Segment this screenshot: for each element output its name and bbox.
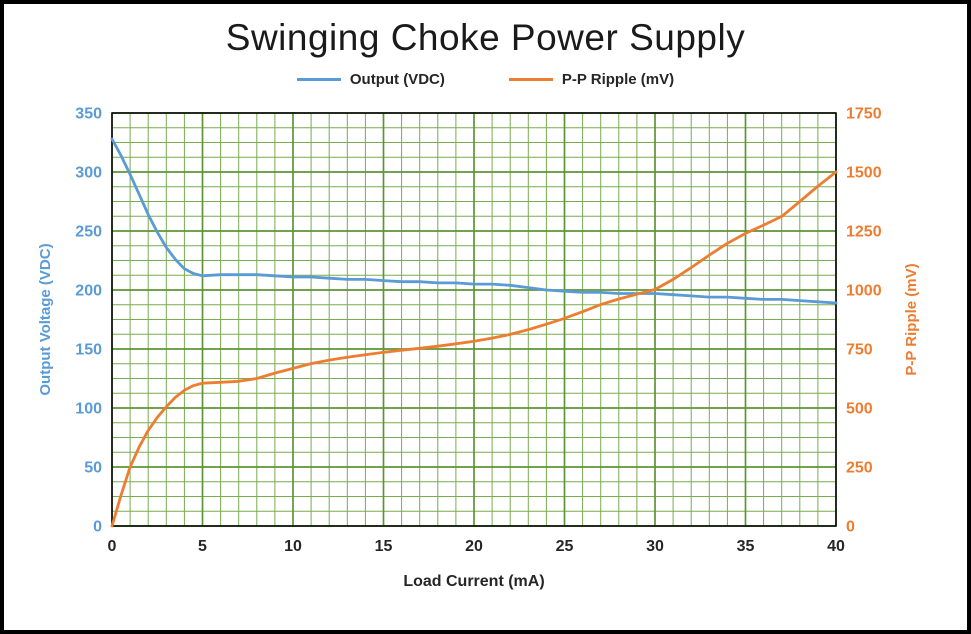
legend-line-ripple-swatch: [508, 77, 553, 81]
svg-text:20: 20: [465, 538, 483, 555]
legend-line-output-swatch: [296, 77, 341, 81]
plot-area: 0501001502002503003500250500750100012501…: [37, 106, 920, 591]
svg-text:0: 0: [93, 519, 102, 536]
svg-text:15: 15: [375, 538, 393, 555]
left-axis-title: Output Voltage (VDC): [37, 243, 54, 395]
svg-text:750: 750: [846, 342, 873, 359]
chart-title: Swinging Choke Power Supply: [225, 17, 746, 58]
svg-text:10: 10: [284, 538, 302, 555]
svg-text:1750: 1750: [846, 106, 882, 123]
svg-text:250: 250: [75, 224, 102, 241]
svg-text:100: 100: [75, 401, 102, 418]
svg-text:0: 0: [846, 519, 855, 536]
svg-text:0: 0: [108, 538, 117, 555]
svg-text:5: 5: [198, 538, 207, 555]
legend-item-output: Output (VDC): [296, 70, 445, 88]
legend: Output (VDC) P-P Ripple (mV): [4, 66, 967, 92]
legend-item-ripple: P-P Ripple (mV): [508, 70, 675, 88]
svg-text:25: 25: [556, 538, 574, 555]
svg-text:150: 150: [75, 342, 102, 359]
svg-text:250: 250: [846, 460, 873, 477]
svg-text:1000: 1000: [846, 283, 882, 300]
svg-text:1500: 1500: [846, 165, 882, 182]
right-axis-ticks: 0 250 500 750 1000 1250 1500 1750: [846, 106, 882, 536]
right-axis-title: P-P Ripple (mV): [903, 263, 920, 375]
x-axis-ticks: 0 5 10 15 20 25 30 35 40: [108, 538, 845, 555]
svg-text:300: 300: [75, 165, 102, 182]
series-line-output: [110, 137, 838, 305]
svg-text:50: 50: [84, 460, 102, 477]
plot-border: [111, 112, 837, 527]
legend-label-output: Output (VDC): [349, 70, 445, 88]
legend-label-ripple: P-P Ripple (mV): [561, 70, 675, 88]
svg-text:30: 30: [646, 538, 664, 555]
series-line-ripple: [110, 170, 838, 528]
svg-text:350: 350: [75, 106, 102, 123]
left-axis-ticks: 0 50 100 150 200 250 300 350: [75, 106, 102, 536]
svg-text:40: 40: [827, 538, 845, 555]
x-axis-title: Load Current (mA): [403, 573, 544, 590]
svg-text:200: 200: [75, 283, 102, 300]
svg-text:35: 35: [737, 538, 755, 555]
svg-text:1250: 1250: [846, 224, 882, 241]
svg-text:500: 500: [846, 401, 873, 418]
